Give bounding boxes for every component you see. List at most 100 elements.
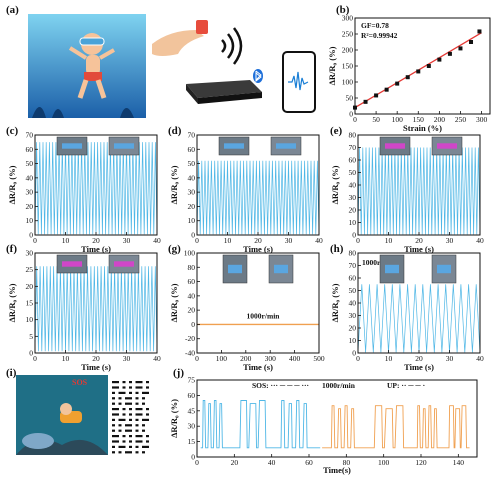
x-tick-label: 300	[476, 115, 488, 124]
y-tick-label: 30	[188, 188, 196, 197]
x-tick-label: 10	[62, 354, 70, 363]
chart-e: 0 10 20 30 40 0 10 20 30 40 50 60 70 80 Time (s) ΔR/R₀ …	[330, 131, 484, 255]
y-tick-label: 10	[188, 216, 196, 225]
morse-dot	[112, 418, 115, 421]
morse-dot	[146, 408, 149, 411]
x-tick-label: 0	[356, 236, 360, 245]
y-tick-label: 20	[26, 282, 34, 291]
data-point	[426, 64, 431, 68]
x-tick-label: 20	[231, 458, 239, 467]
y-tick-label: 300	[342, 14, 354, 23]
x-tick-label: 200	[434, 115, 446, 124]
y-tick-label: 10	[26, 315, 34, 324]
annotation-speed: 1000r/min	[247, 311, 281, 320]
y-tick-label: 10	[26, 216, 34, 225]
series-line	[196, 160, 320, 235]
chart-h: 0 10 20 30 40 0 10 20 30 40 50 60 70 80 Time (s) ΔR/R₀ …	[330, 249, 484, 373]
x-tick-label: 20	[415, 236, 423, 245]
y-tick-label: 0	[349, 110, 353, 119]
sensor-highlight	[114, 261, 134, 267]
sensor-highlight	[114, 143, 134, 149]
x-tick-label: 20	[92, 236, 100, 245]
morse-dash	[112, 440, 119, 443]
x-tick-label: 0	[195, 236, 199, 245]
morse-dot	[112, 445, 115, 448]
y-tick-label: 60	[349, 274, 357, 283]
morse-dot	[142, 451, 145, 454]
sensor-highlight	[224, 143, 244, 149]
x-tick-label: 300	[265, 354, 277, 363]
x-tick-label: 20	[254, 236, 262, 245]
panel-label-b: (b)	[336, 4, 350, 16]
morse-dot	[146, 381, 149, 384]
morse-dot	[112, 391, 115, 394]
chart-f: 0 10 20 30 40 0 5 10 15 20 25 30 Time (s) ΔR/R₀ (%)	[7, 249, 161, 373]
chart-g: 0 100 200 300 400 500 -40 -20 0 20 40 60 80 100 Time (…	[169, 249, 325, 373]
y-tick-label: 0	[29, 349, 33, 358]
morse-dot	[135, 391, 139, 394]
morse-dot	[118, 451, 122, 454]
x-tick-label: 30	[123, 354, 131, 363]
x-tick-label: 20	[92, 354, 100, 363]
x-tick-label: 100	[378, 458, 390, 467]
x-tick-label: 80	[343, 458, 351, 467]
morse-dot	[146, 435, 149, 438]
y-tick-label: 40	[349, 181, 357, 190]
y-tick-label: 50	[26, 159, 34, 168]
morse-dot	[112, 451, 115, 454]
y-tick-label: -20	[185, 334, 195, 343]
sensor-highlight	[385, 143, 405, 149]
x-tick-label: 10	[62, 236, 70, 245]
x-axis-label: Strain (%)	[403, 123, 442, 133]
morse-dash	[135, 386, 143, 389]
data-point	[416, 69, 421, 74]
panel-label-g: (g)	[168, 243, 181, 255]
inset-photo	[268, 254, 294, 284]
y-axis-label: ΔR/R₀ (%)	[330, 283, 340, 322]
x-tick-label: 0	[195, 354, 199, 363]
x-tick-label: 40	[153, 236, 161, 245]
morse-dot	[135, 451, 139, 454]
y-tick-label: 70	[26, 131, 34, 140]
y-tick-label: 250	[342, 30, 354, 39]
y-tick-label: 20	[349, 324, 357, 333]
x-tick-label: 60	[305, 458, 313, 467]
plot-frame	[196, 252, 320, 354]
y-axis-label: ΔR/R₀ (%)	[169, 399, 179, 438]
sensor-highlight	[62, 261, 82, 267]
x-axis-label: Time (s)	[404, 244, 434, 254]
y-tick-label: 50	[349, 168, 357, 177]
y-tick-label: 0	[29, 231, 33, 240]
y-tick-label: 30	[26, 188, 34, 197]
y-tick-label: 0	[352, 231, 356, 240]
morse-dot	[142, 402, 145, 405]
morse-dot	[118, 424, 122, 427]
sensor-highlight	[437, 264, 451, 274]
y-tick-label: 60	[188, 391, 196, 400]
y-tick-label: 40	[188, 173, 196, 182]
y-tick-label: 50	[188, 159, 196, 168]
data-point	[469, 40, 474, 44]
morse-dash	[125, 451, 132, 454]
morse-dot	[129, 435, 132, 438]
morse-dot	[122, 440, 126, 443]
y-tick-label: 30	[349, 311, 357, 320]
morse-dot	[135, 445, 139, 448]
y-tick-label: 70	[349, 261, 357, 270]
morse-dot	[129, 418, 132, 421]
x-tick-label: 500	[313, 354, 325, 363]
morse-dot	[129, 381, 132, 384]
y-axis-label: ΔR/R₀ (%)	[169, 165, 179, 204]
panel-i-illustration: SOS	[16, 375, 108, 455]
annotation-gf: GF=0.78	[361, 21, 389, 30]
morse-dot	[129, 386, 132, 389]
x-tick-label: 0	[356, 354, 360, 363]
morse-dash	[135, 440, 143, 443]
x-tick-label: 20	[415, 354, 423, 363]
morse-dot	[118, 402, 122, 405]
panel-label-d: (d)	[168, 125, 182, 137]
annotation-sos: SOS: ··· ─ ─ ─ ···	[252, 381, 309, 390]
chart-j: 0 20 40 60 80 100 120 140 0 15 30 45 60 75 Time(s) ΔR/R…	[169, 376, 478, 475]
y-tick-label: 30	[349, 193, 357, 202]
